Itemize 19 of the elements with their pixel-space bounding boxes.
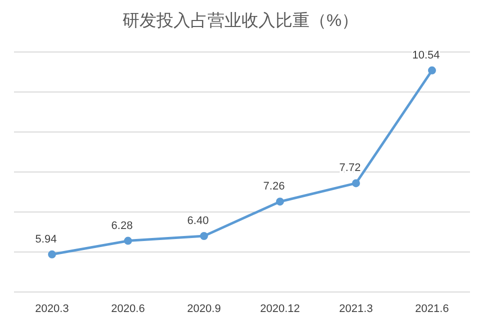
x-tick-label: 2020.9: [187, 303, 221, 315]
point: [428, 66, 436, 74]
point: [124, 236, 132, 245]
data-label: 7.72: [339, 162, 361, 174]
data-label: 10.54: [412, 49, 440, 62]
data-label: 6.28: [111, 220, 133, 232]
point: [48, 250, 56, 258]
x-tick-label: 2021.3: [339, 303, 373, 315]
point: [352, 179, 360, 188]
x-tick-label: 2020.3: [35, 303, 69, 315]
point: [200, 232, 208, 240]
x-tick-label: 2020.12: [260, 303, 300, 315]
data-label: 7.26: [263, 180, 285, 193]
title: 研发投入占营业收入比重（%）: [122, 11, 359, 30]
x-tick-label: 2020.6: [111, 303, 145, 315]
data-label: 6.40: [187, 215, 209, 227]
x-tick-label: 2021.6: [415, 303, 449, 315]
point: [276, 198, 284, 206]
data-label: 5.94: [35, 233, 57, 246]
